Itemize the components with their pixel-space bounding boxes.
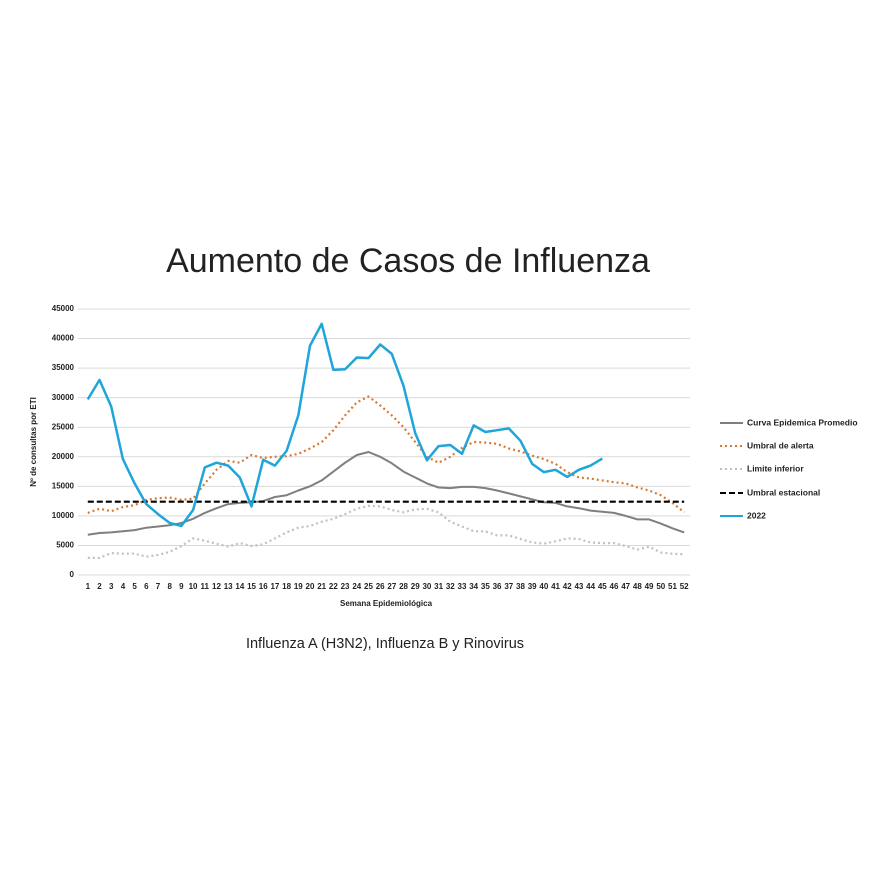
x-tick-label: 52 (680, 582, 689, 591)
x-tick-label: 50 (656, 582, 665, 591)
x-tick-label: 31 (434, 582, 443, 591)
y-tick-label: 20000 (52, 452, 75, 461)
x-tick-label: 28 (399, 582, 408, 591)
legend-label: Limite inferior (747, 463, 804, 473)
series-line (87, 395, 685, 514)
x-tick-label: 24 (352, 582, 361, 591)
x-tick-label: 17 (270, 582, 279, 591)
x-tick-label: 43 (574, 582, 583, 591)
x-tick-label: 19 (294, 582, 303, 591)
x-tick-label: 30 (422, 582, 431, 591)
x-tick-label: 23 (341, 582, 350, 591)
x-tick-label: 25 (364, 582, 373, 591)
x-tick-label: 5 (132, 582, 137, 591)
y-tick-label: 40000 (52, 334, 75, 343)
x-tick-label: 6 (144, 582, 149, 591)
x-tick-label: 9 (179, 582, 184, 591)
x-tick-label: 46 (610, 582, 619, 591)
x-tick-label: 3 (109, 582, 114, 591)
x-tick-label: 11 (201, 582, 210, 591)
x-tick-label: 42 (563, 582, 572, 591)
y-tick-label: 10000 (52, 511, 75, 520)
x-tick-label: 16 (259, 582, 268, 591)
x-tick-label: 1 (86, 582, 91, 591)
x-tick-label: 39 (528, 582, 537, 591)
series-line (87, 504, 685, 559)
x-tick-label: 10 (189, 582, 198, 591)
x-tick-label: 49 (645, 582, 654, 591)
chart-title: Aumento de Casos de Influenza (166, 242, 650, 280)
x-axis-label: Semana Epidemiológica (340, 599, 433, 608)
x-tick-label: 38 (516, 582, 525, 591)
y-tick-label: 25000 (52, 422, 75, 431)
x-tick-label: 48 (633, 582, 642, 591)
x-tick-label: 36 (493, 582, 502, 591)
legend-label: 2022 (747, 510, 766, 520)
x-tick-label: 51 (668, 582, 677, 591)
x-tick-label: 8 (167, 582, 172, 591)
legend-label: Curva Epidemica Promedio (747, 417, 858, 427)
x-tick-label: 35 (481, 582, 490, 591)
x-tick-label: 21 (317, 582, 326, 591)
x-tick-label: 2 (97, 582, 102, 591)
x-tick-label: 20 (306, 582, 315, 591)
legend-label: Umbral estacional (747, 487, 820, 497)
x-tick-label: 47 (621, 582, 630, 591)
series-line (86, 322, 603, 528)
x-tick-label: 29 (411, 582, 420, 591)
x-tick-label: 45 (598, 582, 607, 591)
x-tick-label: 18 (282, 582, 291, 591)
x-tick-label: 14 (235, 582, 244, 591)
x-tick-label: 26 (376, 582, 385, 591)
chart-subtitle: Influenza A (H3N2), Influenza B y Rinovi… (246, 636, 524, 652)
y-tick-label: 0 (70, 570, 75, 579)
series-line (87, 451, 685, 536)
x-tick-label: 37 (504, 582, 513, 591)
x-tick-label: 32 (446, 582, 455, 591)
x-tick-label: 44 (586, 582, 595, 591)
y-tick-label: 15000 (52, 481, 75, 490)
legend-label: Umbral de alerta (747, 440, 814, 450)
x-tick-label: 13 (224, 582, 233, 591)
x-tick-label: 33 (458, 582, 467, 591)
y-tick-label: 30000 (52, 393, 75, 402)
y-tick-label: 5000 (56, 541, 74, 550)
x-tick-label: 27 (387, 582, 396, 591)
y-axis-label: Nº de consultas por ETI (29, 397, 38, 487)
x-tick-label: 22 (329, 582, 338, 591)
x-tick-label: 7 (156, 582, 161, 591)
x-tick-label: 4 (121, 582, 126, 591)
x-tick-label: 41 (551, 582, 560, 591)
x-tick-label: 40 (539, 582, 548, 591)
y-tick-label: 35000 (52, 363, 75, 372)
x-tick-label: 15 (247, 582, 256, 591)
y-tick-label: 45000 (52, 304, 75, 313)
x-tick-label: 34 (469, 582, 478, 591)
x-tick-label: 12 (212, 582, 221, 591)
